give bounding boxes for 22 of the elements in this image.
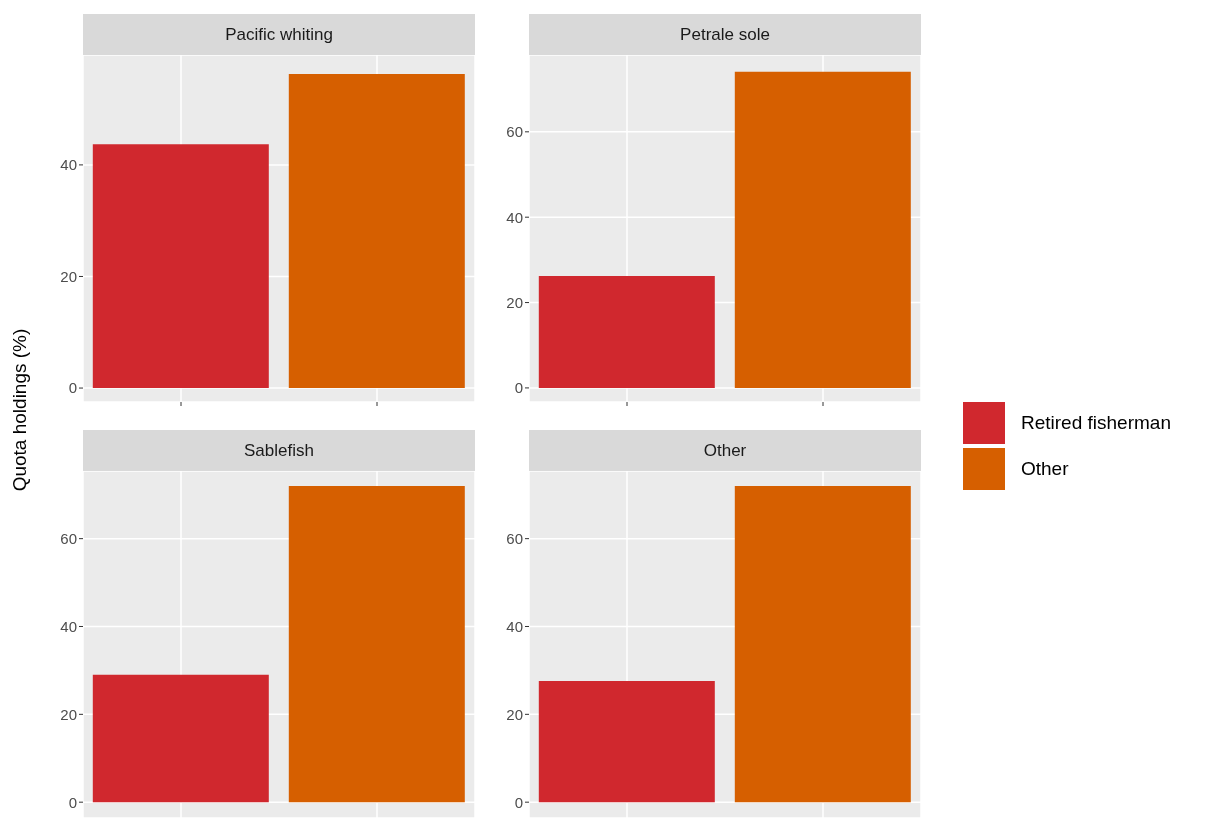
y-tick-label: 0 [514,379,523,397]
y-tick-label: 20 [60,705,77,723]
y-tick-label: 20 [60,267,77,285]
legend-label: Other [1021,458,1069,480]
y-tick-label: 40 [506,617,523,635]
y-tick-label: 60 [506,529,523,547]
legend-label: Retired fisherman [1021,412,1171,434]
chart-title: Petrale sole [529,14,921,55]
chart-title: Sablefish [83,430,475,471]
y-tick-label: 20 [506,293,523,311]
chart-title: Pacific whiting [83,14,475,55]
y-tick-label: 20 [506,705,523,723]
y-axis-title: Quota holdings (%) [9,328,31,492]
y-tick-label: 0 [68,379,77,397]
y-tick-label: 60 [60,529,77,547]
y-tick-label: 40 [60,617,77,635]
y-tick-label: 0 [68,793,77,811]
y-tick-label: 40 [506,208,523,226]
y-tick-label: 0 [514,793,523,811]
y-tick-label: 40 [60,156,77,174]
chart-title: Other [529,430,921,471]
y-tick-label: 60 [506,123,523,141]
